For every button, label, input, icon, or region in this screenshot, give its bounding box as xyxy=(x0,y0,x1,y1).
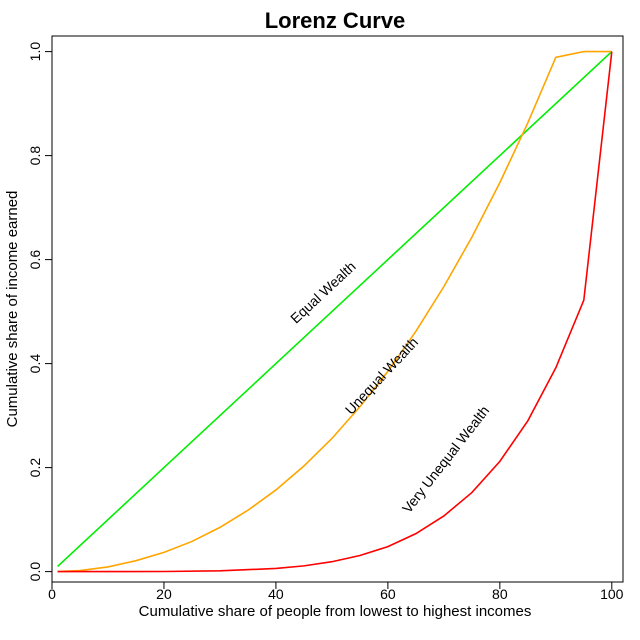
annotation-label-2: Very Unequal Wealth xyxy=(399,403,492,516)
y-tick-label: 0.2 xyxy=(27,458,43,478)
y-tick-label: 0.4 xyxy=(27,354,43,374)
x-axis-label: Cumulative share of people from lowest t… xyxy=(139,603,532,620)
annotation-label-0: Equal Wealth xyxy=(287,258,359,326)
y-tick-label: 0.6 xyxy=(27,250,43,270)
chart-title: Lorenz Curve xyxy=(265,8,406,33)
y-tick-label: 0.8 xyxy=(27,146,43,166)
x-tick-label: 0 xyxy=(48,586,56,602)
x-tick-label: 80 xyxy=(492,586,508,602)
y-tick-label: 0.0 xyxy=(27,562,43,582)
plot-frame xyxy=(51,35,624,583)
x-tick-label: 100 xyxy=(600,586,624,602)
annotation-label-1: Unequal Wealth xyxy=(342,334,421,418)
x-axis: 0 20 40 60 80 100 xyxy=(48,581,624,602)
x-tick-label: 60 xyxy=(380,586,396,602)
x-tick-label: 40 xyxy=(268,586,284,602)
series-line-2 xyxy=(57,51,613,573)
y-axis: 0.0 0.2 0.4 0.6 0.8 1.0 xyxy=(27,42,53,582)
series-lines xyxy=(57,50,613,573)
y-axis-label: Cumulative share of income earned xyxy=(4,191,21,428)
series-line-0 xyxy=(57,51,613,567)
x-tick-label: 20 xyxy=(156,586,172,602)
series-line-1 xyxy=(57,50,612,573)
y-tick-label: 1.0 xyxy=(27,42,43,62)
